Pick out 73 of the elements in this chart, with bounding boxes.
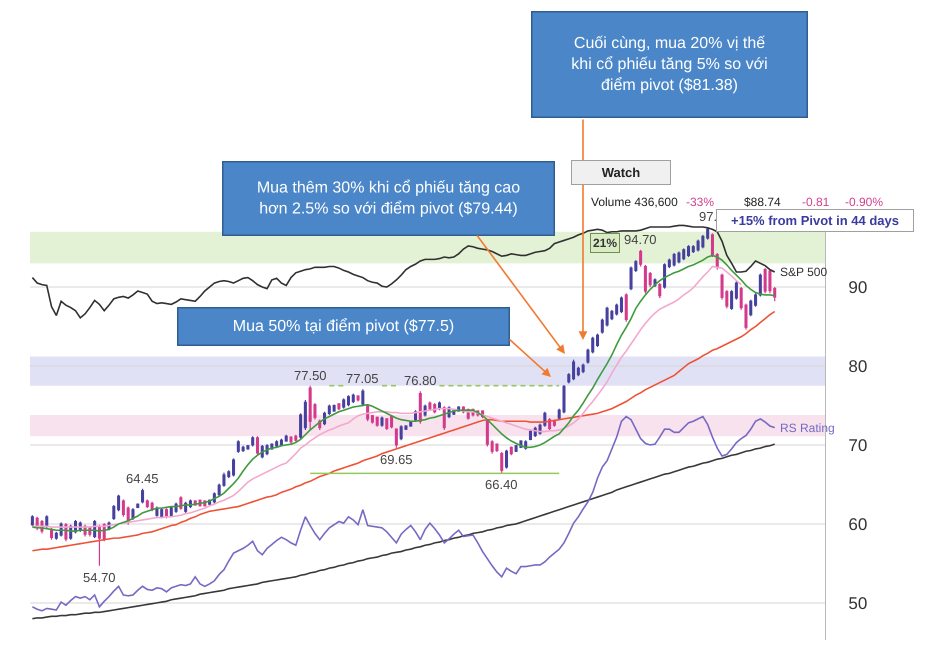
candlestick (562, 384, 566, 414)
candlestick (304, 399, 307, 431)
candlestick (505, 449, 508, 470)
candlestick (558, 408, 561, 420)
candlestick (313, 402, 316, 420)
line-series (32, 224, 776, 319)
candlestick (720, 272, 724, 300)
candlestick (337, 402, 340, 411)
y-tick-label: 50 (848, 594, 868, 613)
candlestick (361, 388, 364, 407)
annotation: 66.40 (485, 477, 518, 492)
y-tick-label: 70 (848, 436, 868, 455)
candlestick (500, 451, 504, 474)
candlestick (380, 416, 384, 428)
text: Watch (602, 165, 640, 180)
candlestick (308, 385, 312, 431)
series-label: S&P 500 (780, 265, 828, 279)
candlestick (740, 286, 743, 311)
candlestick (394, 428, 398, 448)
candlestick (352, 393, 355, 404)
y-tick-label: 80 (848, 356, 868, 376)
annotation: 77.50 (294, 368, 327, 383)
candlestick (734, 280, 738, 300)
series-label: RS Rating (780, 421, 835, 435)
candlestick (136, 502, 140, 509)
text: -0.90% (845, 195, 884, 209)
text: Cuối cùng, mua 20% vị thế khi cổ phiếu tăng 5% so với điểm pivot ($81.38) (571, 35, 768, 94)
candlestick (495, 442, 498, 453)
candlestick (294, 434, 298, 442)
candlestick (624, 292, 628, 322)
annotation: 97. (699, 209, 718, 224)
candlestick (634, 260, 638, 273)
candlestick (141, 488, 144, 504)
annotation: +15% from Pivot in 44 days (731, 213, 899, 228)
line-series (32, 443, 776, 620)
candlestick (342, 398, 346, 410)
annotation: 76.80 (404, 373, 437, 388)
candlestick (510, 446, 513, 456)
candlestick (256, 436, 260, 456)
candlestick (758, 272, 762, 298)
text: -0.81 (802, 195, 830, 209)
candlestick (514, 444, 518, 453)
annotation: Mua thêm 30% khi cổ phiếu tăng cao hơn 2.5% so với điểm pivot ($79.44) (256, 180, 520, 218)
annotation: 21% (593, 236, 618, 250)
candlestick (346, 394, 350, 407)
candlestick (658, 282, 662, 299)
annotation: 64.45 (126, 471, 159, 486)
line-series (32, 416, 776, 612)
candlestick (620, 296, 623, 314)
candlestick (299, 412, 302, 440)
candlestick (630, 266, 633, 291)
candlestick (686, 244, 690, 258)
candlestick (356, 394, 360, 402)
candlestick (400, 424, 403, 441)
candlestick (744, 303, 748, 330)
annotation: 77.05 (346, 371, 379, 386)
candlestick (730, 290, 734, 311)
candlestick (663, 262, 666, 290)
candlestick (764, 267, 767, 294)
line-series (32, 310, 776, 552)
annotation: 94.70 (624, 232, 657, 247)
y-tick-label: 60 (848, 514, 868, 534)
candlestick (30, 514, 34, 527)
annotation: 69.65 (380, 452, 413, 467)
annotation: Mua 50% tại điểm pivot ($77.5) (232, 318, 454, 335)
text: $88.74 (744, 195, 782, 209)
text: Volume 436,600 (591, 195, 678, 209)
y-tick-label: 90 (848, 278, 868, 297)
text: -33% (686, 195, 714, 209)
candlestick (725, 290, 728, 309)
annotation: 54.70 (83, 570, 116, 585)
candlestick (289, 436, 293, 444)
candlestick (639, 249, 642, 268)
